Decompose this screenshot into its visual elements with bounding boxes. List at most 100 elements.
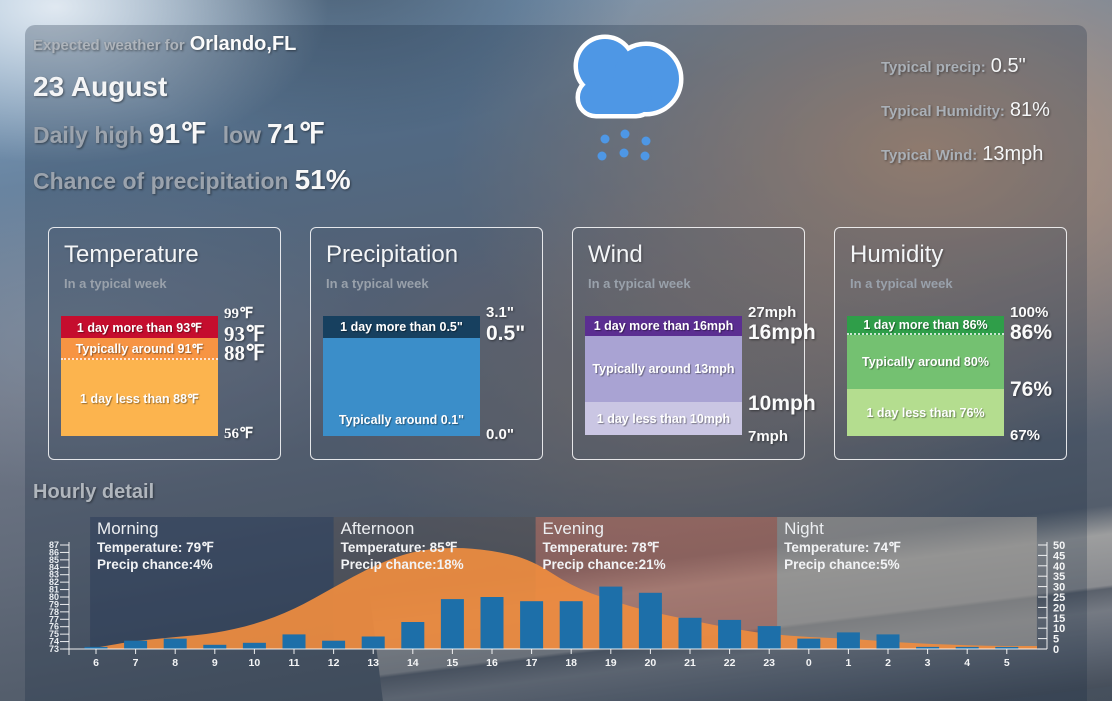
svg-text:Precip chance:21%: Precip chance:21% bbox=[543, 557, 666, 572]
city-name: Orlando,FL bbox=[189, 33, 297, 55]
range-band-label: 1 day more than 93℉ bbox=[76, 320, 203, 335]
svg-text:11: 11 bbox=[288, 657, 299, 669]
card-humidity: Humidity In a typical week 1 day more than… bbox=[834, 227, 1067, 460]
axes bbox=[63, 542, 1048, 655]
rain-cloud-icon bbox=[558, 26, 698, 176]
svg-text:Temperature: 78℉: Temperature: 78℉ bbox=[543, 540, 660, 555]
range-band-2: 1 day less than 76% bbox=[847, 389, 1004, 436]
svg-text:25: 25 bbox=[1053, 592, 1065, 604]
typical-wind-label: Typical Wind: bbox=[881, 147, 978, 164]
svg-text:Precip chance:4%: Precip chance:4% bbox=[97, 557, 213, 572]
range-band-2: 1 day less than 88℉ bbox=[61, 360, 218, 436]
svg-text:80: 80 bbox=[49, 592, 59, 602]
typical-precip-value: 0.5" bbox=[990, 55, 1026, 77]
svg-text:35: 35 bbox=[1053, 571, 1065, 583]
range-bar: 1 day more than 16mph Typically around 13… bbox=[585, 316, 742, 435]
svg-text:22: 22 bbox=[724, 657, 736, 669]
forecast-header: Expected weather for Orlando,FL 23 August… bbox=[33, 33, 351, 196]
card-temperature: Temperature In a typical week 1 day more t… bbox=[48, 227, 281, 460]
scale-value: 99℉ bbox=[224, 306, 254, 322]
svg-text:12: 12 bbox=[328, 657, 340, 669]
svg-text:16: 16 bbox=[486, 657, 498, 669]
scale-value: 16mph bbox=[748, 321, 816, 344]
svg-text:Afternoon: Afternoon bbox=[341, 519, 415, 538]
range-band-label: 1 day more than 0.5" bbox=[340, 320, 463, 334]
summary-cards: Temperature In a typical week 1 day more t… bbox=[48, 227, 1067, 460]
daily-high-value: 91℉ bbox=[148, 118, 207, 149]
scale-value: 10mph bbox=[748, 392, 816, 415]
scale-value: 3.1" bbox=[486, 304, 514, 321]
card-title: Temperature bbox=[64, 241, 199, 268]
range-band-0: 1 day more than 93℉ bbox=[61, 316, 218, 338]
scale-value: 0.0" bbox=[486, 426, 514, 443]
card-subtitle: In a typical week bbox=[326, 276, 429, 291]
svg-text:86: 86 bbox=[49, 547, 59, 557]
typical-precip-row: Typical precip: 0.5" bbox=[881, 55, 1050, 78]
svg-text:76: 76 bbox=[49, 622, 59, 632]
svg-text:13: 13 bbox=[367, 657, 379, 669]
daily-low-value: 71℉ bbox=[267, 118, 325, 149]
scale-value: 56℉ bbox=[224, 426, 254, 442]
rain-drops-icon bbox=[597, 129, 651, 161]
svg-text:5: 5 bbox=[1004, 657, 1010, 669]
range-band-label: 1 day less than 10mph bbox=[596, 411, 731, 426]
svg-text:14: 14 bbox=[407, 657, 419, 669]
typical-humidity-row: Typical Humidity: 81% bbox=[881, 99, 1050, 122]
typical-humidity-label: Typical Humidity: bbox=[881, 103, 1005, 120]
scale-value: 27mph bbox=[748, 304, 797, 321]
range-band-0: 1 day more than 86% bbox=[847, 316, 1004, 335]
svg-text:21: 21 bbox=[684, 657, 696, 669]
range-bar: 1 day more than 0.5" Typically around 0.1… bbox=[323, 316, 480, 436]
typical-precip-label: Typical precip: bbox=[881, 59, 986, 76]
range-band-label: Typically around 91℉ bbox=[75, 341, 204, 356]
svg-text:17: 17 bbox=[526, 657, 538, 669]
range-bar: 1 day more than 93℉ Typically around 91℉ 1… bbox=[61, 316, 218, 436]
svg-text:Night: Night bbox=[784, 519, 824, 538]
svg-text:6: 6 bbox=[93, 657, 99, 669]
svg-text:15: 15 bbox=[447, 657, 459, 669]
svg-text:45: 45 bbox=[1053, 550, 1065, 562]
svg-text:77: 77 bbox=[49, 614, 59, 624]
range-bar: 1 day more than 86% Typically around 80% 1… bbox=[847, 316, 1004, 436]
hourly-chart: 7374757677787980818283848586870510152025… bbox=[49, 517, 1065, 669]
svg-text:40: 40 bbox=[1053, 561, 1065, 573]
forecast-date: 23 August bbox=[33, 71, 168, 102]
range-chart: 1 day more than 16mph Typically around 13… bbox=[585, 304, 816, 445]
range-band-label: Typically around 13mph bbox=[592, 362, 735, 376]
precip-chance-value: 51% bbox=[294, 164, 351, 195]
svg-text:85: 85 bbox=[49, 555, 59, 565]
card-subtitle: In a typical week bbox=[850, 276, 953, 291]
svg-text:15: 15 bbox=[1053, 613, 1065, 625]
range-band-1: Typically around 13mph bbox=[585, 336, 742, 402]
range-band-label: Typically around 80% bbox=[862, 355, 989, 369]
precip-chance-label: Chance of precipitation bbox=[33, 168, 289, 194]
card-wind: Wind In a typical week 1 day more than 16m… bbox=[572, 227, 816, 460]
svg-text:Temperature: 79℉: Temperature: 79℉ bbox=[97, 540, 214, 555]
svg-text:84: 84 bbox=[49, 562, 59, 572]
scale-value: 93℉ bbox=[224, 322, 265, 346]
svg-text:75: 75 bbox=[49, 629, 59, 639]
svg-text:79: 79 bbox=[49, 599, 59, 609]
svg-text:0: 0 bbox=[1053, 644, 1059, 656]
svg-text:Morning: Morning bbox=[97, 519, 158, 538]
card-subtitle: In a typical week bbox=[64, 276, 167, 291]
high-low-line: Daily high 91℉ low 71℉ bbox=[33, 117, 351, 150]
precip-bars bbox=[84, 586, 1019, 649]
range-chart: 1 day more than 93℉ Typically around 91℉ 1… bbox=[61, 306, 276, 442]
range-chart: 1 day more than 0.5" Typically around 0.1… bbox=[323, 304, 538, 443]
scale-value: 0.5" bbox=[486, 322, 526, 345]
typical-humidity-value: 81% bbox=[1009, 99, 1050, 121]
scale-value: 100% bbox=[1010, 304, 1049, 321]
card-subtitle: In a typical week bbox=[588, 276, 691, 291]
precip-chance-line: Chance of precipitation 51% bbox=[33, 164, 351, 196]
svg-text:Temperature: 85℉: Temperature: 85℉ bbox=[341, 540, 458, 555]
card-title: Wind bbox=[588, 241, 643, 268]
range-band-2: 1 day less than 10mph bbox=[585, 402, 742, 435]
svg-text:73: 73 bbox=[49, 644, 59, 654]
scale-value: 88℉ bbox=[224, 341, 265, 365]
svg-text:81: 81 bbox=[49, 585, 59, 595]
svg-text:0: 0 bbox=[806, 657, 812, 669]
svg-text:10: 10 bbox=[1053, 623, 1065, 635]
